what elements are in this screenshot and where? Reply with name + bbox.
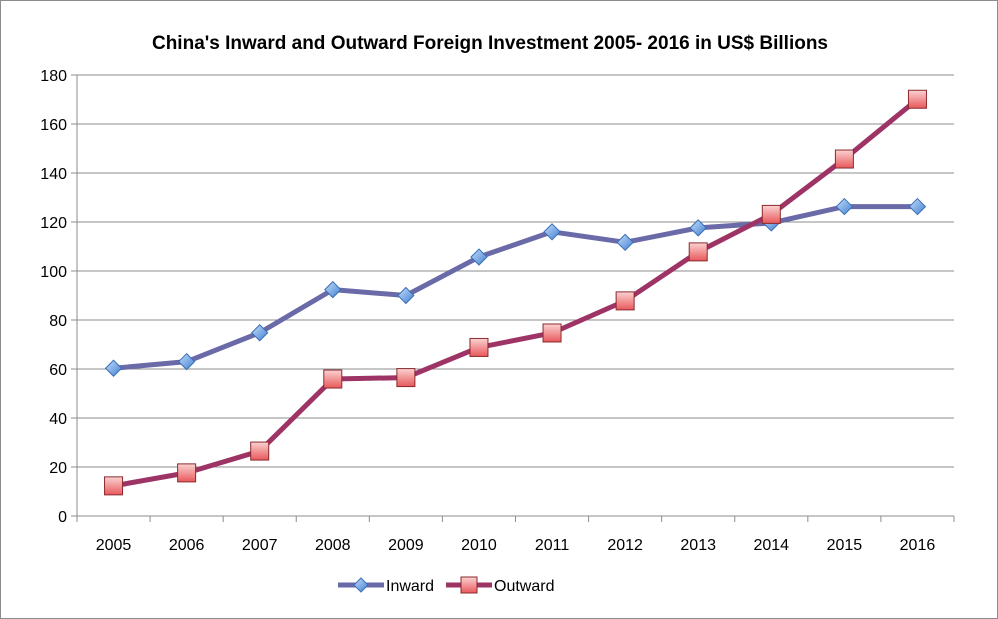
y-tick-label: 80 xyxy=(49,313,67,330)
data-point-inward xyxy=(908,197,927,216)
data-point-outward xyxy=(688,242,708,262)
series-inward xyxy=(111,204,920,371)
x-tick-label: 2012 xyxy=(607,537,643,554)
data-point-outward xyxy=(615,291,635,311)
data-point-inward xyxy=(470,248,488,266)
data-point-outward xyxy=(469,337,489,357)
x-tick-label: 2014 xyxy=(753,537,789,554)
legend-label: Outward xyxy=(494,578,554,595)
data-point-outward xyxy=(542,323,562,343)
y-tick-label: 100 xyxy=(40,264,67,281)
data-point-outward xyxy=(761,204,781,224)
legend: Inward Outward xyxy=(338,576,554,595)
y-tick-label: 20 xyxy=(49,460,67,477)
data-point-outward xyxy=(177,463,197,483)
data-point-inward xyxy=(104,359,123,377)
data-point-outward xyxy=(323,369,343,389)
series-line-inward xyxy=(111,204,920,371)
legend-item-inward: Inward xyxy=(338,577,434,595)
x-tick-label: 2005 xyxy=(96,537,132,554)
data-point-inward xyxy=(177,352,196,371)
x-tick-label: 2006 xyxy=(169,537,205,554)
data-point-inward xyxy=(543,223,561,241)
data-point-outward xyxy=(907,89,927,109)
data-point-outward xyxy=(834,149,854,169)
series-outward xyxy=(111,96,920,489)
data-point-inward xyxy=(324,280,342,299)
markers-inward xyxy=(104,197,927,377)
y-tick-label: 180 xyxy=(40,68,67,85)
x-tick-label: 2011 xyxy=(535,537,570,554)
y-tick-label: 40 xyxy=(49,411,67,428)
data-point-outward xyxy=(250,441,270,461)
series-group xyxy=(104,89,927,496)
y-tick-label: 160 xyxy=(40,117,67,134)
data-point-outward xyxy=(396,368,416,388)
data-point-outward xyxy=(104,476,124,496)
axes: 0 20 40 60 80 100 120 140 160 180 2005 2006 2007 2008… xyxy=(40,68,955,554)
legend-marker xyxy=(353,577,369,593)
data-point-inward xyxy=(397,286,415,305)
data-point-inward xyxy=(835,197,854,216)
y-tick-label: 140 xyxy=(40,166,67,183)
series-line-outward xyxy=(111,96,920,489)
y-tick-label: 60 xyxy=(49,362,67,379)
x-tick-label: 2008 xyxy=(315,537,351,554)
data-point-inward xyxy=(251,324,269,342)
legend-marker xyxy=(460,576,478,594)
gridlines xyxy=(77,74,954,468)
chart-title: China's Inward and Outward Foreign Inves… xyxy=(152,33,828,54)
markers-outward xyxy=(104,89,927,496)
legend-label: Inward xyxy=(386,578,434,595)
x-tick-label: 2009 xyxy=(388,537,424,554)
y-tick-label: 120 xyxy=(40,215,67,232)
y-tick-label: 0 xyxy=(58,509,67,526)
x-tick-label: 2016 xyxy=(900,537,936,554)
data-point-inward xyxy=(616,233,634,252)
x-tick-label: 2013 xyxy=(680,537,716,554)
x-tick-label: 2007 xyxy=(242,537,278,554)
x-tick-label: 2015 xyxy=(827,537,863,554)
x-tick-label: 2010 xyxy=(461,537,497,554)
data-point-inward xyxy=(689,219,707,237)
legend-item-outward: Outward xyxy=(446,576,554,595)
